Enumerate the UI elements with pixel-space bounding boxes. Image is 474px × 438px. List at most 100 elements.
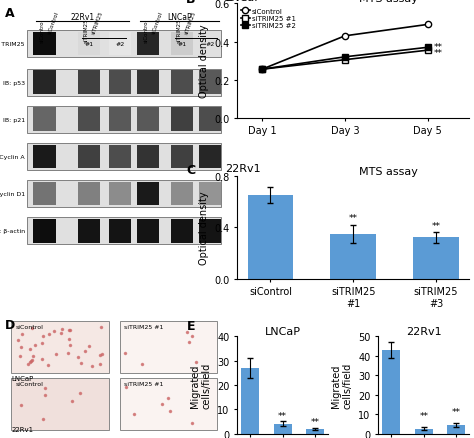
Text: IB: p21: IB: p21	[2, 117, 25, 123]
siTRIM25 #2	[425, 46, 431, 51]
Text: IB: Cyclin A: IB: Cyclin A	[0, 155, 25, 159]
Text: siTRIM25: siTRIM25	[184, 11, 197, 35]
Text: IB: p53: IB: p53	[2, 81, 25, 85]
Bar	[120, 321, 217, 373]
Bar	[27, 144, 221, 170]
Bar	[78, 71, 100, 95]
Text: siControl: siControl	[39, 19, 45, 43]
Bar	[415, 429, 433, 434]
Bar	[330, 234, 376, 279]
Text: **: **	[310, 417, 319, 426]
Bar	[11, 378, 109, 430]
Bar	[120, 378, 217, 430]
Bar	[34, 32, 55, 56]
Bar	[199, 71, 221, 95]
Bar	[447, 425, 465, 434]
Bar	[109, 32, 131, 56]
Bar	[11, 321, 109, 373]
Bar	[199, 108, 221, 132]
Line: siTRIM25 #2: siTRIM25 #2	[259, 45, 431, 73]
Bar	[78, 32, 100, 56]
siTRIM25 #1	[259, 67, 265, 73]
Text: B: B	[186, 0, 196, 6]
Bar	[34, 182, 55, 206]
Bar	[199, 145, 221, 169]
Bar	[34, 71, 55, 95]
Text: 22Rv1: 22Rv1	[226, 164, 261, 174]
siControl	[425, 23, 431, 28]
Text: LNCaP: LNCaP	[226, 0, 262, 3]
Bar	[171, 108, 192, 132]
Text: **: **	[434, 43, 443, 52]
Bar	[78, 145, 100, 169]
Text: #1: #1	[177, 42, 186, 46]
Bar	[171, 145, 192, 169]
Bar	[109, 219, 131, 243]
Title: 22Rv1: 22Rv1	[406, 327, 442, 336]
Bar	[109, 145, 131, 169]
Text: A: A	[5, 7, 14, 20]
Bar	[27, 218, 221, 244]
Text: siTRIM25 #1: siTRIM25 #1	[124, 324, 164, 329]
Bar	[34, 145, 55, 169]
Bar	[34, 219, 55, 243]
Text: #2: #2	[115, 42, 124, 46]
Bar	[78, 182, 100, 206]
Text: siTRIM25 #1: siTRIM25 #1	[124, 381, 164, 386]
Y-axis label: Migrated
cells/field: Migrated cells/field	[331, 362, 353, 408]
Bar	[171, 219, 192, 243]
Bar	[273, 424, 292, 434]
Bar	[78, 219, 100, 243]
Text: **: **	[278, 411, 287, 420]
Bar	[171, 71, 192, 95]
siTRIM25 #1	[425, 48, 431, 53]
Bar	[109, 182, 131, 206]
Y-axis label: Optical density: Optical density	[199, 25, 209, 98]
Text: siTRIM25: siTRIM25	[177, 19, 182, 43]
Bar	[199, 32, 221, 56]
Bar	[383, 350, 400, 434]
Bar	[199, 219, 221, 243]
Text: #2: #2	[206, 42, 215, 46]
Legend: siControl, siTRIM25 #1, siTRIM25 #2: siControl, siTRIM25 #1, siTRIM25 #2	[241, 8, 296, 30]
Text: siControl: siControl	[16, 381, 44, 386]
Bar	[109, 108, 131, 132]
Bar	[248, 195, 293, 279]
Bar	[137, 71, 159, 95]
Text: siControl: siControl	[144, 19, 148, 43]
Text: siControl: siControl	[151, 11, 164, 35]
Line: siControl: siControl	[259, 22, 431, 73]
Text: siTRIM25: siTRIM25	[91, 11, 104, 35]
Text: LNCaP: LNCaP	[167, 13, 191, 22]
Text: #1: #1	[84, 42, 93, 46]
Bar	[306, 429, 324, 434]
Text: 22Rv1: 22Rv1	[11, 427, 34, 432]
siTRIM25 #1	[342, 58, 348, 63]
Text: **: **	[431, 221, 440, 230]
Bar	[241, 368, 259, 434]
Text: 22Rv1: 22Rv1	[70, 13, 94, 22]
Text: E: E	[187, 319, 196, 332]
Bar	[137, 219, 159, 243]
Bar	[109, 71, 131, 95]
Y-axis label: Migrated
cells/field: Migrated cells/field	[190, 362, 211, 408]
Text: siControl: siControl	[47, 11, 60, 35]
Text: **: **	[349, 213, 358, 223]
Title: MTS assay: MTS assay	[358, 0, 418, 4]
Bar	[199, 182, 221, 206]
Text: IB: Cyclin D1: IB: Cyclin D1	[0, 192, 25, 197]
Y-axis label: Optical density: Optical density	[199, 191, 209, 264]
siControl	[342, 34, 348, 39]
Text: LNCaP: LNCaP	[11, 375, 34, 381]
Text: **: **	[452, 407, 461, 416]
Text: siControl: siControl	[16, 324, 44, 329]
Bar	[413, 238, 459, 279]
Bar	[34, 108, 55, 132]
Text: **: **	[434, 49, 443, 57]
Bar	[27, 107, 221, 133]
Line: siTRIM25 #1: siTRIM25 #1	[259, 48, 431, 73]
Bar	[137, 182, 159, 206]
Bar	[137, 108, 159, 132]
siTRIM25 #2	[259, 67, 265, 73]
Bar	[171, 32, 192, 56]
